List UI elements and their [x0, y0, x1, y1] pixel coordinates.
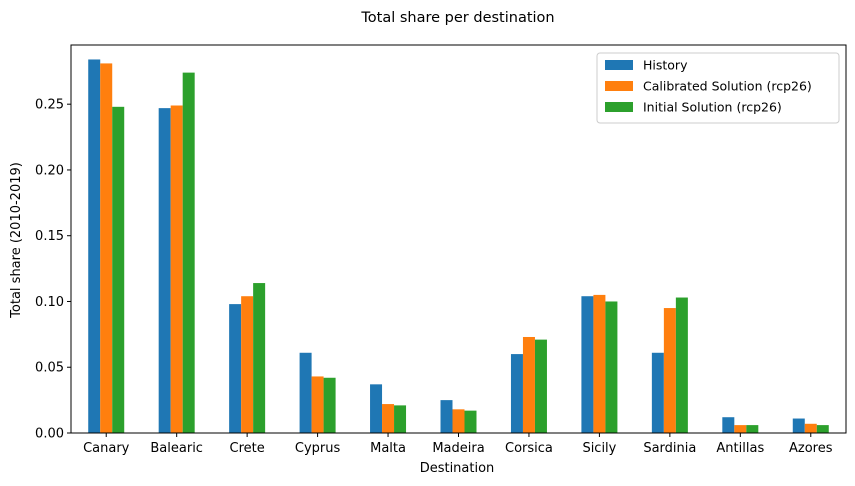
bar-calibrated-solution-rcp26-crete [241, 296, 254, 433]
y-tick-label: 0.15 [35, 229, 64, 244]
bar-history-balearic [158, 108, 171, 433]
bar-history-sicily [581, 296, 594, 433]
x-tick-label: Sicily [582, 441, 616, 456]
y-axis-label: Total share (2010-2019) [9, 162, 24, 319]
x-tick-label: Balearic [150, 441, 203, 456]
y-tick-label: 0.20 [35, 163, 64, 178]
legend-label-history: History [643, 58, 688, 73]
x-tick-label: Cyprus [295, 441, 341, 456]
bar-history-antillas [722, 417, 735, 433]
x-axis-label: Destination [420, 461, 495, 476]
bar-calibrated-solution-rcp26-sicily [593, 294, 606, 433]
legend-label-calibrated-solution-rcp26: Calibrated Solution (rcp26) [643, 79, 812, 94]
bar-history-madeira [440, 400, 453, 433]
x-tick-label: Antillas [716, 441, 764, 456]
bar-calibrated-solution-rcp26-balearic [170, 105, 183, 433]
x-tick-label: Madeira [432, 441, 484, 456]
bar-calibrated-solution-rcp26-cyprus [311, 376, 324, 433]
bar-calibrated-solution-rcp26-azores [804, 423, 817, 433]
bar-initial-solution-rcp26-antillas [746, 425, 759, 433]
legend-swatch-history [605, 60, 633, 70]
bar-history-azores [792, 418, 805, 433]
x-tick-label: Crete [230, 441, 265, 456]
y-tick-label: 0.10 [35, 295, 64, 310]
bar-calibrated-solution-rcp26-madeira [452, 409, 465, 433]
bars-group [88, 59, 829, 434]
y-tick-label: 0.25 [35, 98, 64, 113]
bar-initial-solution-rcp26-sicily [605, 301, 618, 433]
bar-history-sardinia [651, 352, 664, 433]
legend-label-initial-solution-rcp26: Initial Solution (rcp26) [643, 100, 782, 115]
legend-swatch-calibrated-solution-rcp26 [605, 81, 633, 91]
y-tick-label: 0.00 [35, 427, 64, 442]
bar-initial-solution-rcp26-cyprus [323, 377, 336, 433]
bar-initial-solution-rcp26-corsica [534, 339, 547, 433]
bar-initial-solution-rcp26-balearic [182, 72, 195, 434]
bar-initial-solution-rcp26-azores [816, 425, 829, 433]
x-tick-label: Corsica [505, 441, 553, 456]
bar-history-canary [88, 59, 101, 433]
bar-history-cyprus [299, 352, 312, 433]
bar-calibrated-solution-rcp26-malta [382, 404, 395, 433]
legend: History Calibrated Solution (rcp26) Initia… [596, 52, 840, 124]
x-tick-label: Azores [789, 441, 833, 456]
x-tick-label: Malta [370, 441, 406, 456]
bar-calibrated-solution-rcp26-canary [100, 63, 113, 433]
bar-initial-solution-rcp26-malta [394, 405, 407, 433]
axes-group: 0.00 0.05 0.10 0.15 0.20 0.25 Canary Balearic Cr… [35, 44, 847, 456]
legend-box [596, 52, 840, 124]
bar-history-malta [370, 384, 383, 433]
legend-swatch-initial-solution-rcp26 [605, 102, 633, 112]
x-tick-label: Canary [83, 441, 130, 456]
x-tick-label: Sardinia [643, 441, 696, 456]
bar-calibrated-solution-rcp26-antillas [734, 425, 747, 433]
bar-history-corsica [510, 354, 523, 433]
bar-calibrated-solution-rcp26-sardinia [663, 308, 676, 433]
y-tick-label: 0.05 [35, 361, 64, 376]
bar-calibrated-solution-rcp26-corsica [522, 336, 535, 433]
chart-title: Total share per destination [360, 10, 554, 26]
bar-history-crete [229, 304, 242, 433]
bar-initial-solution-rcp26-sardinia [675, 297, 688, 433]
bar-initial-solution-rcp26-crete [253, 283, 266, 433]
bar-initial-solution-rcp26-canary [112, 106, 125, 433]
bar-initial-solution-rcp26-madeira [464, 410, 477, 433]
